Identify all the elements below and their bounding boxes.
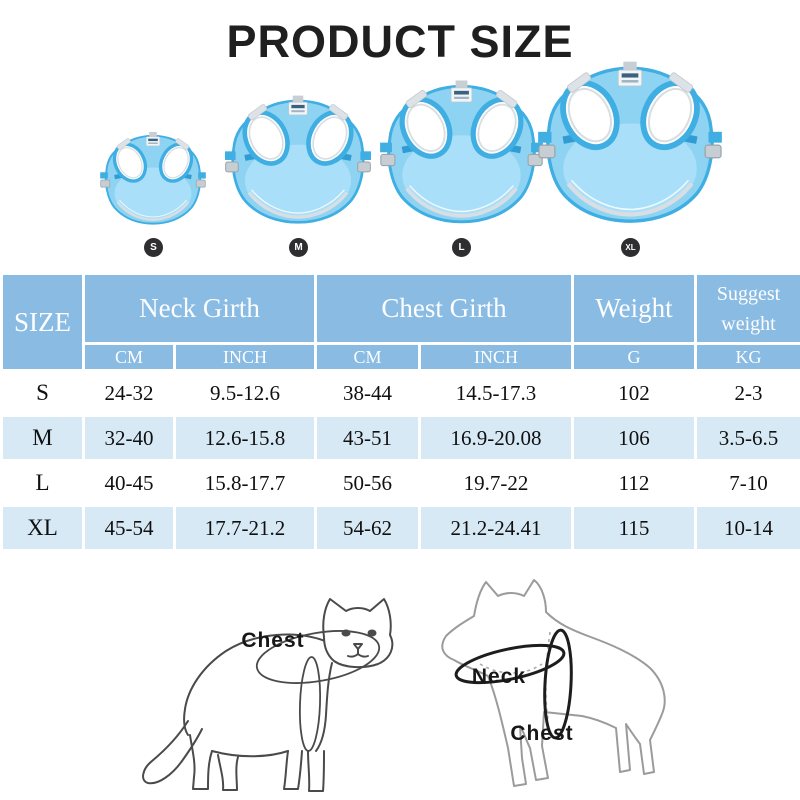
unit-weight-g: G [571, 342, 697, 372]
cell-neck-inch: 17.7-21.2 [173, 504, 317, 552]
cell-neck-cm: 32-40 [82, 414, 176, 462]
cell-weight-g: 106 [571, 414, 697, 462]
cell-chest-inch: 19.7-22 [418, 459, 574, 507]
dog-chest-label: Chest [510, 722, 574, 745]
cell-suggest-kg: 10-14 [694, 504, 800, 552]
col-header-neck-girth: Neck Girth [82, 272, 317, 345]
size-badge-s: S [144, 238, 163, 257]
table-row-s: S 24-32 9.5-12.6 38-44 14.5-17.3 102 2-3 [0, 369, 800, 417]
dog-diagram [441, 579, 666, 787]
unit-chest-cm: CM [314, 342, 421, 372]
cell-size: S [0, 369, 85, 417]
cell-weight-g: 115 [571, 504, 697, 552]
cell-chest-cm: 38-44 [314, 369, 421, 417]
cell-neck-cm: 45-54 [82, 504, 176, 552]
page-title: PRODUCT SIZE [226, 16, 574, 67]
size-table: SIZE Neck Girth Chest Girth Weight Sugge… [0, 272, 800, 552]
cell-size: XL [0, 504, 85, 552]
col-header-suggest-weight: Suggest weight [694, 272, 800, 345]
unit-neck-inch: INCH [173, 342, 317, 372]
cell-suggest-kg: 7-10 [694, 459, 800, 507]
unit-neck-cm: CM [82, 342, 176, 372]
cell-chest-inch: 14.5-17.3 [418, 369, 574, 417]
unit-chest-inch: INCH [418, 342, 574, 372]
cell-chest-inch: 21.2-24.41 [418, 504, 574, 552]
cell-weight-g: 102 [571, 369, 697, 417]
size-badge-m: M [289, 238, 308, 257]
cell-size: L [0, 459, 85, 507]
cell-chest-cm: 43-51 [314, 414, 421, 462]
col-header-chest-girth: Chest Girth [314, 272, 574, 345]
cell-neck-cm: 24-32 [82, 369, 176, 417]
cell-suggest-kg: 2-3 [694, 369, 800, 417]
size-badge-l: L [452, 238, 471, 257]
unit-suggest-kg: KG [694, 342, 800, 372]
harness-image-l [380, 79, 543, 227]
cell-neck-inch: 15.8-17.7 [173, 459, 317, 507]
col-header-weight: Weight [571, 272, 697, 345]
cat-chest-label: Chest [241, 629, 305, 652]
table-row-l: L 40-45 15.8-17.7 50-56 19.7-22 112 7-10 [0, 459, 800, 507]
size-badge-xl: XL [621, 238, 640, 257]
cell-neck-inch: 12.6-15.8 [173, 414, 317, 462]
harness-image-s [100, 131, 206, 227]
col-header-size: SIZE [0, 272, 85, 372]
cell-suggest-kg: 3.5-6.5 [694, 414, 800, 462]
harness-image-xl [538, 60, 722, 227]
table-row-xl: XL 45-54 17.7-21.2 54-62 21.2-24.41 115 … [0, 504, 800, 552]
cell-neck-cm: 40-45 [82, 459, 176, 507]
harness-image-m [225, 94, 371, 227]
cell-chest-cm: 50-56 [314, 459, 421, 507]
dog-neck-label: Neck [471, 665, 527, 688]
cell-chest-inch: 16.9-20.08 [418, 414, 574, 462]
cell-weight-g: 112 [571, 459, 697, 507]
cell-size: M [0, 414, 85, 462]
cell-chest-cm: 54-62 [314, 504, 421, 552]
cell-neck-inch: 9.5-12.6 [173, 369, 317, 417]
table-row-m: M 32-40 12.6-15.8 43-51 16.9-20.08 106 3… [0, 414, 800, 462]
cat-diagram [142, 598, 394, 792]
